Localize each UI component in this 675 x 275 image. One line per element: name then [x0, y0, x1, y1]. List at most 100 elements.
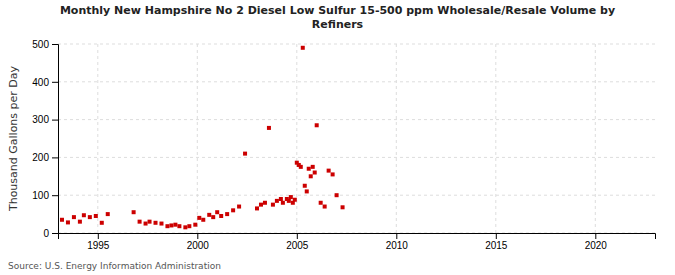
point [267, 126, 271, 130]
point [187, 224, 191, 228]
point [313, 171, 317, 175]
point [271, 203, 275, 207]
chart-container: 1995 2000 2005 2010 2015 2020 0 100 200 300 400 500… [0, 0, 675, 275]
y-tick: 500 [32, 39, 58, 50]
grid-line-x [197, 44, 198, 233]
point [243, 152, 247, 156]
point [255, 206, 259, 210]
y-tick: 0 [43, 228, 58, 239]
point [132, 210, 136, 214]
point [287, 199, 291, 203]
point [215, 210, 219, 214]
x-tick-mark [595, 233, 596, 239]
x-tick-label: 1995 [87, 240, 110, 251]
grid-line-x [296, 44, 297, 233]
y-tick-label: 500 [32, 39, 49, 50]
point [193, 223, 197, 227]
y-tick-label: 400 [32, 77, 49, 88]
x-tick-mark [197, 233, 198, 239]
grid-line-y [58, 44, 655, 45]
point [66, 220, 70, 224]
point [165, 224, 169, 228]
point [335, 193, 339, 197]
x-tick-mark [297, 233, 298, 239]
y-tick-mark [52, 120, 58, 121]
point [211, 215, 215, 219]
y-tick: 100 [32, 190, 58, 201]
title: Monthly New Hampshire No 2 Diesel Low Su… [60, 4, 615, 31]
point [289, 195, 293, 199]
point [106, 212, 110, 216]
x-tick: 2020 [585, 233, 608, 251]
x-tick-label: 2020 [585, 240, 608, 251]
point [88, 215, 92, 219]
point [311, 165, 315, 169]
point [154, 221, 158, 225]
point [144, 222, 148, 226]
point [177, 224, 181, 228]
y-tick-mark [52, 195, 58, 196]
point [279, 197, 283, 201]
grid [58, 44, 655, 233]
x-tick: 2000 [187, 233, 210, 251]
point [293, 198, 297, 202]
grid-line-y [58, 81, 655, 82]
x-tick: 2010 [386, 233, 409, 251]
point [323, 205, 327, 209]
y-axis: 0 100 200 300 400 500 [32, 39, 58, 239]
point [159, 222, 163, 226]
point [100, 221, 104, 225]
x-tick: 2015 [485, 233, 508, 251]
x-tick-label: 2015 [485, 240, 508, 251]
x-axis: 1995 2000 2005 2010 2015 2020 [59, 233, 656, 251]
y-tick-mark [52, 157, 58, 158]
y-tick-label: 0 [43, 228, 49, 239]
point [173, 223, 177, 227]
source-note: Source: U.S. Energy Information Administ… [8, 261, 221, 271]
x-tick-mark [496, 233, 497, 239]
point [341, 205, 345, 209]
grid-line-x [396, 44, 397, 233]
point [263, 201, 267, 205]
point [305, 189, 309, 193]
grid-line-y [58, 157, 655, 158]
x-axis-line [59, 234, 656, 240]
y-tick-label: 300 [32, 114, 49, 125]
point [138, 220, 142, 224]
point [231, 208, 235, 212]
point [201, 218, 205, 222]
x-tick-label: 2005 [286, 240, 309, 251]
grid-line-x [595, 44, 596, 233]
x-tick: 2005 [286, 233, 309, 251]
y-tick: 300 [32, 114, 58, 125]
point [307, 167, 311, 171]
y-axis-title: Thousand Gallons per Day [7, 65, 20, 212]
point [281, 201, 285, 205]
y-tick-label: 200 [32, 152, 49, 163]
y-tick-mark [52, 44, 58, 45]
plot-area: 1995 2000 2005 2010 2015 2020 0 100 200 300 400 500 [32, 39, 655, 251]
y-axis-line [52, 45, 59, 234]
y-tick-mark [52, 233, 58, 234]
point [327, 169, 331, 173]
grid-line-y [58, 119, 655, 120]
point [94, 214, 98, 218]
point [331, 172, 335, 176]
y-tick-label: 100 [32, 190, 49, 201]
x-tick-mark [98, 233, 99, 239]
grid-line-x [97, 44, 98, 233]
x-tick-mark [396, 233, 397, 239]
point [301, 46, 305, 50]
point [237, 205, 241, 209]
point [169, 223, 173, 227]
title-line: Refiners [312, 18, 364, 31]
point [303, 184, 307, 188]
point [72, 215, 76, 219]
point [319, 201, 323, 205]
point [275, 199, 279, 203]
grid-line-x [495, 44, 496, 233]
x-tick-label: 2000 [187, 240, 210, 251]
point [148, 220, 152, 224]
point [183, 225, 187, 229]
point [197, 216, 201, 220]
